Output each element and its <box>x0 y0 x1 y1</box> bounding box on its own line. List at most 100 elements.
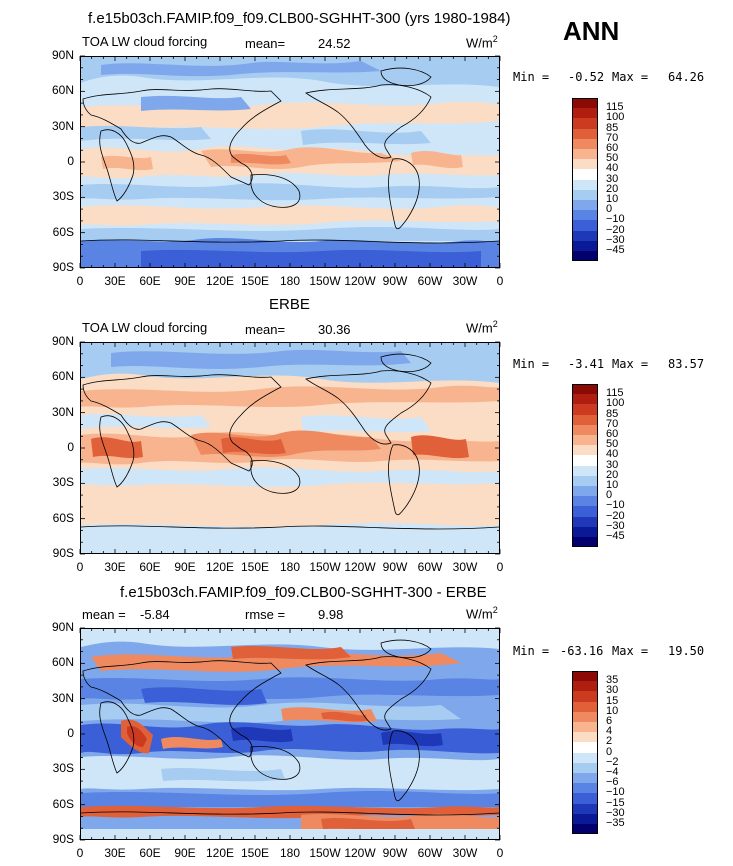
colorbar-swatch <box>572 793 598 804</box>
panel3-xtick-label: 30W <box>452 846 478 860</box>
panel3-ytick-label: 90N <box>51 620 74 634</box>
colorbar-swatch <box>572 722 598 733</box>
colorbar-swatch <box>572 803 598 814</box>
panel2-ytick-label: 30S <box>52 475 74 490</box>
panel1-xtick-label: 120E <box>205 274 235 288</box>
colorbar-swatch <box>572 455 598 466</box>
colorbar-swatch <box>572 435 598 446</box>
colorbar-level-label: 40 <box>606 448 619 461</box>
panel3-rmse-value: 9.98 <box>318 607 344 622</box>
colorbar-level-label: 85 <box>606 121 619 134</box>
colorbar-swatch <box>572 179 598 190</box>
panel1-min-label: Min = <box>513 70 550 84</box>
panel2-units: W/m2 <box>466 319 498 336</box>
colorbar-swatch <box>572 783 598 794</box>
panel3-title: f.e15b03ch.FAMIP.f09_f09.CLB00-SGHHT-300… <box>120 584 487 601</box>
panel1-ytick-label: 60N <box>51 83 74 98</box>
colorbar-level-label: −45 <box>606 530 625 542</box>
panel1-xtick-label: 90W <box>382 274 408 288</box>
panel1-mean-value: 24.52 <box>318 36 351 51</box>
panel2-mean-label: mean= <box>245 322 286 337</box>
colorbar-level-label: −35 <box>606 817 625 829</box>
panel1-ytick-label: 30N <box>51 118 74 133</box>
panel3-xtick-label: 90E <box>174 846 196 860</box>
panel3-mean-label: mean = <box>82 607 126 622</box>
colorbar-swatch <box>572 762 598 774</box>
colorbar-level-label: 50 <box>606 438 619 451</box>
panel2-mean-value: 30.36 <box>318 322 351 337</box>
panel1-xtick-label: 150W <box>309 274 341 288</box>
panel1-xtick-label: 180 <box>279 274 301 288</box>
panel3-min-label: Min = <box>513 644 550 658</box>
colorbar-swatch <box>572 445 598 456</box>
colorbar-swatch <box>572 394 598 405</box>
colorbar-level-label: 0 <box>606 489 613 502</box>
panel2-xtick-label: 30E <box>104 560 126 574</box>
colorbar-swatch <box>572 701 598 712</box>
colorbar-level-label: −20 <box>606 223 625 236</box>
panel2-xtick-label: 60W <box>417 560 443 574</box>
panel2-xtick-label: 90W <box>382 560 408 574</box>
colorbar-level-label: 35 <box>606 674 619 687</box>
panel3-mean-value: -5.84 <box>140 607 170 622</box>
colorbar-swatch <box>572 486 598 497</box>
colorbar-level-label: 20 <box>606 468 619 481</box>
colorbar-swatch <box>572 200 598 211</box>
colorbar-swatch <box>572 526 598 538</box>
colorbar-swatch <box>572 516 598 527</box>
colorbar-swatch <box>572 414 598 425</box>
colorbar-level-label: 60 <box>606 142 619 154</box>
colorbar-level-label: −30 <box>606 233 625 246</box>
panel2-xtick-label: 150E <box>240 560 270 574</box>
panel2-xtick-label: 0 <box>496 560 504 574</box>
panel2-ytick-label: 30N <box>51 404 74 419</box>
colorbar-swatch <box>572 98 598 109</box>
panel3-ytick-label: 90S <box>52 832 74 846</box>
colorbar-swatch <box>572 813 598 825</box>
panel3-ytick-label: 30S <box>52 761 74 776</box>
colorbar-level-label: 100 <box>606 111 625 124</box>
panel3-xtick-label: 0 <box>496 846 504 860</box>
panel3-xtick-label: 120E <box>205 846 235 860</box>
colorbar-level-label: 10 <box>606 704 619 717</box>
panel2-max-value: 83.57 <box>668 357 705 371</box>
colorbar-level-label: −45 <box>606 244 625 256</box>
colorbar-swatch <box>572 220 598 231</box>
panel2-min-value: -3.41 <box>568 357 605 371</box>
colorbar-swatch <box>572 210 598 221</box>
colorbar-level-label: 70 <box>606 417 619 430</box>
panel1-title: f.e15b03ch.FAMIP.f09_f09.CLB00-SGHHT-300… <box>88 10 511 27</box>
colorbar-level-label: 115 <box>606 101 624 114</box>
colorbar-swatch <box>572 475 598 487</box>
colorbar-level-label: −4 <box>606 766 619 778</box>
colorbar-level-label: 115 <box>606 387 624 400</box>
panel1-max-label: Max = <box>612 70 649 84</box>
panel1-ytick-label: 90S <box>52 260 74 274</box>
panel2-xtick-label: 60E <box>139 560 161 574</box>
panel1-xtick-label: 150E <box>240 274 270 288</box>
panel1-map <box>80 56 500 268</box>
panel2-ytick-label: 60N <box>51 369 74 384</box>
colorbar-level-label: 30 <box>606 684 619 697</box>
colorbar-swatch <box>572 773 598 784</box>
colorbar-swatch <box>572 138 598 150</box>
panel1-xtick-label: 30E <box>104 274 126 288</box>
colorbar-swatch <box>572 671 598 682</box>
panel2-map <box>80 342 500 554</box>
panel2-xtick-label: 30W <box>452 560 478 574</box>
colorbar-swatch <box>572 752 598 763</box>
panel2-title: ERBE <box>269 296 310 313</box>
panel3-rmse-label: rmse = <box>245 607 286 622</box>
panel2-ytick-label: 90N <box>51 334 74 348</box>
panel2-xtick-label: 150W <box>309 560 341 574</box>
colorbar-swatch <box>572 424 598 436</box>
panel1-units: W/m2 <box>466 34 498 51</box>
colorbar-level-label: 15 <box>606 694 619 707</box>
colorbar-level-label: 30 <box>606 458 619 471</box>
panel3-xtick-label: 0 <box>76 846 84 860</box>
colorbar-swatch <box>572 681 598 692</box>
colorbar-swatch <box>572 824 598 835</box>
panel2-ytick-label: 60S <box>52 510 74 525</box>
colorbar-swatch <box>572 384 598 395</box>
colorbar-swatch <box>572 711 598 723</box>
